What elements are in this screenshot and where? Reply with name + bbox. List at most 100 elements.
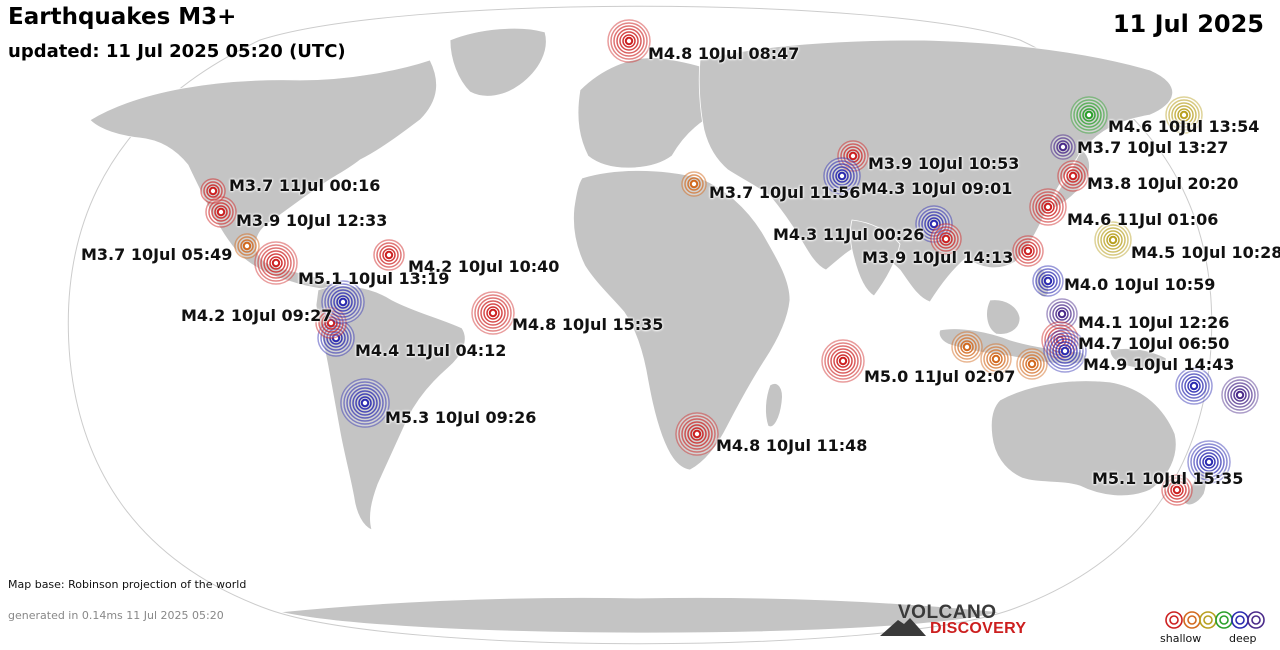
greenland [449, 27, 547, 97]
generated-note: generated in 0.14ms 11 Jul 2025 05:20 [8, 609, 224, 622]
quake-label: M5.1 10Jul 13:19 [298, 269, 450, 288]
quake-ring [355, 393, 375, 413]
quake-epicenter [1204, 457, 1214, 467]
quake-epicenter [1060, 346, 1070, 356]
quake-epicenter [384, 250, 394, 260]
indonesia [938, 328, 1086, 365]
quake-rings [1094, 221, 1132, 259]
quake-ring [619, 31, 639, 51]
quake-ring [1055, 341, 1075, 361]
quake-label: M4.5 10Jul 10:28 [1131, 243, 1280, 262]
quake-label: M4.9 10Jul 14:43 [1083, 355, 1235, 374]
quake-label: M3.9 10Jul 12:33 [236, 211, 388, 230]
quake-epicenter [331, 333, 341, 343]
quake-ring [1230, 385, 1250, 405]
quake-ring [1053, 137, 1073, 157]
quake-rings [321, 280, 365, 324]
quake-ring [382, 248, 396, 262]
updated-timestamp: updated: 11 Jul 2025 05:20 (UTC) [8, 41, 346, 62]
quake-epicenter [941, 234, 951, 244]
quake-rings [1070, 96, 1108, 134]
quake-rings [254, 241, 298, 285]
quake-epicenter [1023, 246, 1033, 256]
quake-label: M4.8 10Jul 15:35 [512, 315, 664, 334]
quake-rings [1032, 265, 1064, 297]
madagascar [765, 383, 783, 428]
quake-ring [690, 427, 704, 441]
quake-ring [1082, 108, 1096, 122]
north-america [89, 59, 437, 293]
asia [698, 39, 1173, 303]
quake-ring [833, 351, 853, 371]
quake-ring [960, 340, 974, 354]
quake-rings [1029, 188, 1067, 226]
quake-rings [1221, 376, 1259, 414]
quake-rings [823, 157, 861, 195]
quake-label: M4.0 10Jul 10:59 [1064, 275, 1216, 294]
quake-rings [951, 331, 983, 363]
quake-rings [471, 291, 515, 335]
quake-rings [930, 223, 962, 255]
quake-rings [1161, 474, 1193, 506]
quake-label: M4.7 10Jul 06:50 [1078, 334, 1230, 353]
quake-rings [681, 171, 707, 197]
quake-label: M4.8 10Jul 11:48 [716, 436, 868, 455]
quake-ring [1060, 163, 1086, 189]
quake-epicenter [962, 342, 972, 352]
quake-ring [684, 421, 710, 447]
quake-rings [373, 239, 405, 271]
quake-epicenter [837, 171, 847, 181]
quake-rings [200, 178, 226, 204]
borneo [986, 299, 1021, 335]
quake-ring [240, 239, 254, 253]
quake-epicenter [360, 398, 370, 408]
quake-ring [324, 316, 338, 330]
quake-ring [1079, 105, 1099, 125]
legend-shallow-label: shallow [1160, 632, 1202, 645]
quake-ring [1168, 99, 1200, 131]
quake-epicenter [208, 186, 218, 196]
quake-epicenter [689, 179, 699, 189]
quake-ring [1227, 382, 1253, 408]
quake-ring [1187, 379, 1201, 393]
quake-ring [1171, 102, 1197, 128]
quake-label: M4.4 11Jul 04:12 [355, 341, 507, 360]
quake-rings [205, 196, 237, 228]
quake-rings [1043, 329, 1087, 373]
quake-label: M4.3 10Jul 09:01 [861, 179, 1013, 198]
quake-ring [954, 334, 980, 360]
quake-epicenter [1043, 276, 1053, 286]
quake-epicenter [242, 241, 252, 251]
new-guinea [1109, 348, 1167, 369]
quake-ring [1021, 244, 1035, 258]
quake-label: M5.0 11Jul 02:07 [864, 367, 1016, 386]
quake-label: M4.6 10Jul 13:54 [1108, 117, 1260, 136]
quake-ring [483, 303, 503, 323]
africa [573, 170, 791, 471]
quake-ring [924, 214, 944, 234]
quake-ring [957, 337, 977, 357]
volcano-discovery-logo[interactable]: VOLCANO DISCOVERY [880, 602, 1040, 640]
quake-label: M3.7 10Jul 11:56 [709, 183, 861, 202]
land-masses [89, 27, 1207, 634]
quake-ring [827, 345, 859, 377]
quake-ring [326, 328, 346, 348]
quake-ring [1018, 241, 1038, 261]
quake-ring [327, 286, 359, 318]
quake-ring [1049, 301, 1075, 327]
quake-ring [1038, 197, 1058, 217]
quake-ring [1032, 191, 1064, 223]
quake-ring [829, 163, 855, 189]
quake-ring [346, 384, 384, 422]
quake-ring [1167, 480, 1187, 500]
quake-ring [477, 297, 509, 329]
quake-label: M3.9 10Jul 14:13 [862, 248, 1014, 267]
quake-ring [257, 244, 295, 282]
quake-ring [927, 217, 941, 231]
quake-epicenter [271, 258, 281, 268]
quake-rings [980, 343, 1012, 375]
quake-ring [832, 166, 852, 186]
quake-ring [1164, 477, 1190, 503]
quake-ring [846, 149, 860, 163]
quake-epicenter [488, 308, 498, 318]
